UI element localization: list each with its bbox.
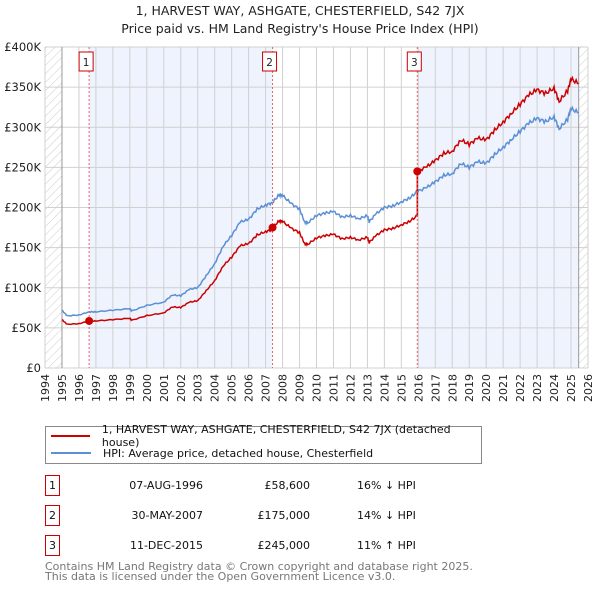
x-tick-label: 2000 [141, 374, 154, 402]
x-tick-label: 1997 [90, 374, 103, 402]
x-tick-label: 2006 [243, 374, 256, 402]
y-tick-label: £150K [4, 241, 41, 255]
x-tick-label: 1994 [39, 374, 52, 402]
sale-number: 3 [45, 535, 60, 556]
sale-point [413, 167, 422, 176]
x-tick-label: 2018 [446, 374, 459, 402]
x-tick-label: 2024 [548, 374, 561, 402]
x-tick-label: 2021 [497, 374, 510, 402]
sale-date: 30-MAY-2007 [131, 509, 203, 522]
sale-point [85, 316, 94, 325]
x-tick-label: 2020 [480, 374, 493, 402]
sale-date: 07-AUG-1996 [129, 479, 203, 492]
y-tick-label: £200K [4, 201, 41, 215]
legend-label-property: 1, HARVEST WAY, ASHGATE, CHESTERFIELD, S… [101, 423, 451, 449]
x-tick-label: 2008 [277, 374, 290, 402]
y-tick-label: £400K [4, 40, 41, 54]
y-tick-label: £100K [4, 281, 41, 295]
hpi-line [61, 105, 579, 317]
sale-hpi-diff: 14% ↓ HPI [357, 509, 416, 522]
legend-swatch-hpi [51, 452, 91, 454]
sale-label-number: 1 [83, 57, 90, 69]
sale-number: 2 [45, 505, 60, 526]
sale-label-box [78, 51, 94, 72]
sale-label-box [406, 51, 422, 72]
legend-swatch-property [51, 435, 90, 437]
chart-title: 1, HARVEST WAY, ASHGATE, CHESTERFIELD, S… [135, 3, 465, 18]
x-tick-label: 2012 [344, 374, 357, 402]
x-tick-label: 2007 [260, 374, 273, 402]
y-tick-label: £0 [26, 361, 41, 375]
legend: 1, HARVEST WAY, ASHGATE, CHESTERFIELD, S… [45, 423, 482, 464]
sale-price: £58,600 [264, 479, 311, 492]
x-tick-label: 2013 [361, 374, 374, 402]
x-tick-label: 1996 [73, 374, 86, 402]
x-tick-label: 2016 [412, 374, 425, 402]
x-tick-label: 2019 [463, 374, 476, 402]
x-tick-label: 2009 [294, 374, 307, 402]
x-tick-label: 2005 [226, 374, 239, 402]
y-tick-label: £50K [12, 321, 42, 335]
x-tick-label: 2022 [514, 374, 527, 402]
x-tick-label: 2001 [158, 374, 171, 402]
x-tick-label: 1995 [56, 374, 69, 402]
x-tick-label: 2014 [378, 374, 391, 402]
x-tick-label: 2004 [209, 374, 222, 402]
y-tick-label: £350K [4, 80, 41, 94]
y-tick-label: £300K [4, 120, 41, 134]
price-chart: 1994 1995 1996 1997 1998 1999 2000 2001 2002 2003… [4, 40, 595, 402]
footer-copyright: Contains HM Land Registry data © Crown c… [45, 560, 473, 573]
x-tick-label: 2015 [395, 374, 408, 402]
sale-price: £245,000 [257, 539, 311, 552]
property-price-line [61, 75, 579, 326]
sale-point [268, 223, 277, 232]
x-tick-label: 2026 [582, 374, 595, 402]
x-tick-label: 1998 [107, 374, 120, 402]
x-tick-label: 2003 [192, 374, 205, 402]
sale-date: 11-DEC-2015 [129, 539, 203, 552]
x-tick-label: 1999 [124, 374, 137, 402]
x-tick-label: 2011 [327, 374, 340, 402]
sale-number: 1 [45, 475, 60, 496]
x-tick-label: 2025 [565, 374, 578, 402]
sale-hpi-diff: 11% ↑ HPI [357, 539, 416, 552]
sale-label-number: 2 [266, 57, 273, 69]
chart-subtitle: Price paid vs. HM Land Registry's House … [121, 21, 479, 36]
legend-label-hpi: HPI: Average price, detached house, Ches… [103, 446, 374, 460]
footer-licence: This data is licensed under the Open Gov… [45, 570, 396, 583]
sale-hpi-diff: 16% ↓ HPI [357, 479, 416, 492]
sale-label-box [262, 51, 278, 72]
x-tick-label: 2023 [531, 374, 544, 402]
sale-price: £175,000 [257, 509, 311, 522]
x-tick-label: 2010 [311, 374, 324, 402]
x-tick-label: 2017 [429, 374, 442, 402]
y-tick-label: £250K [4, 160, 41, 174]
sale-label-number: 3 [411, 57, 418, 69]
x-tick-label: 2002 [175, 374, 188, 402]
